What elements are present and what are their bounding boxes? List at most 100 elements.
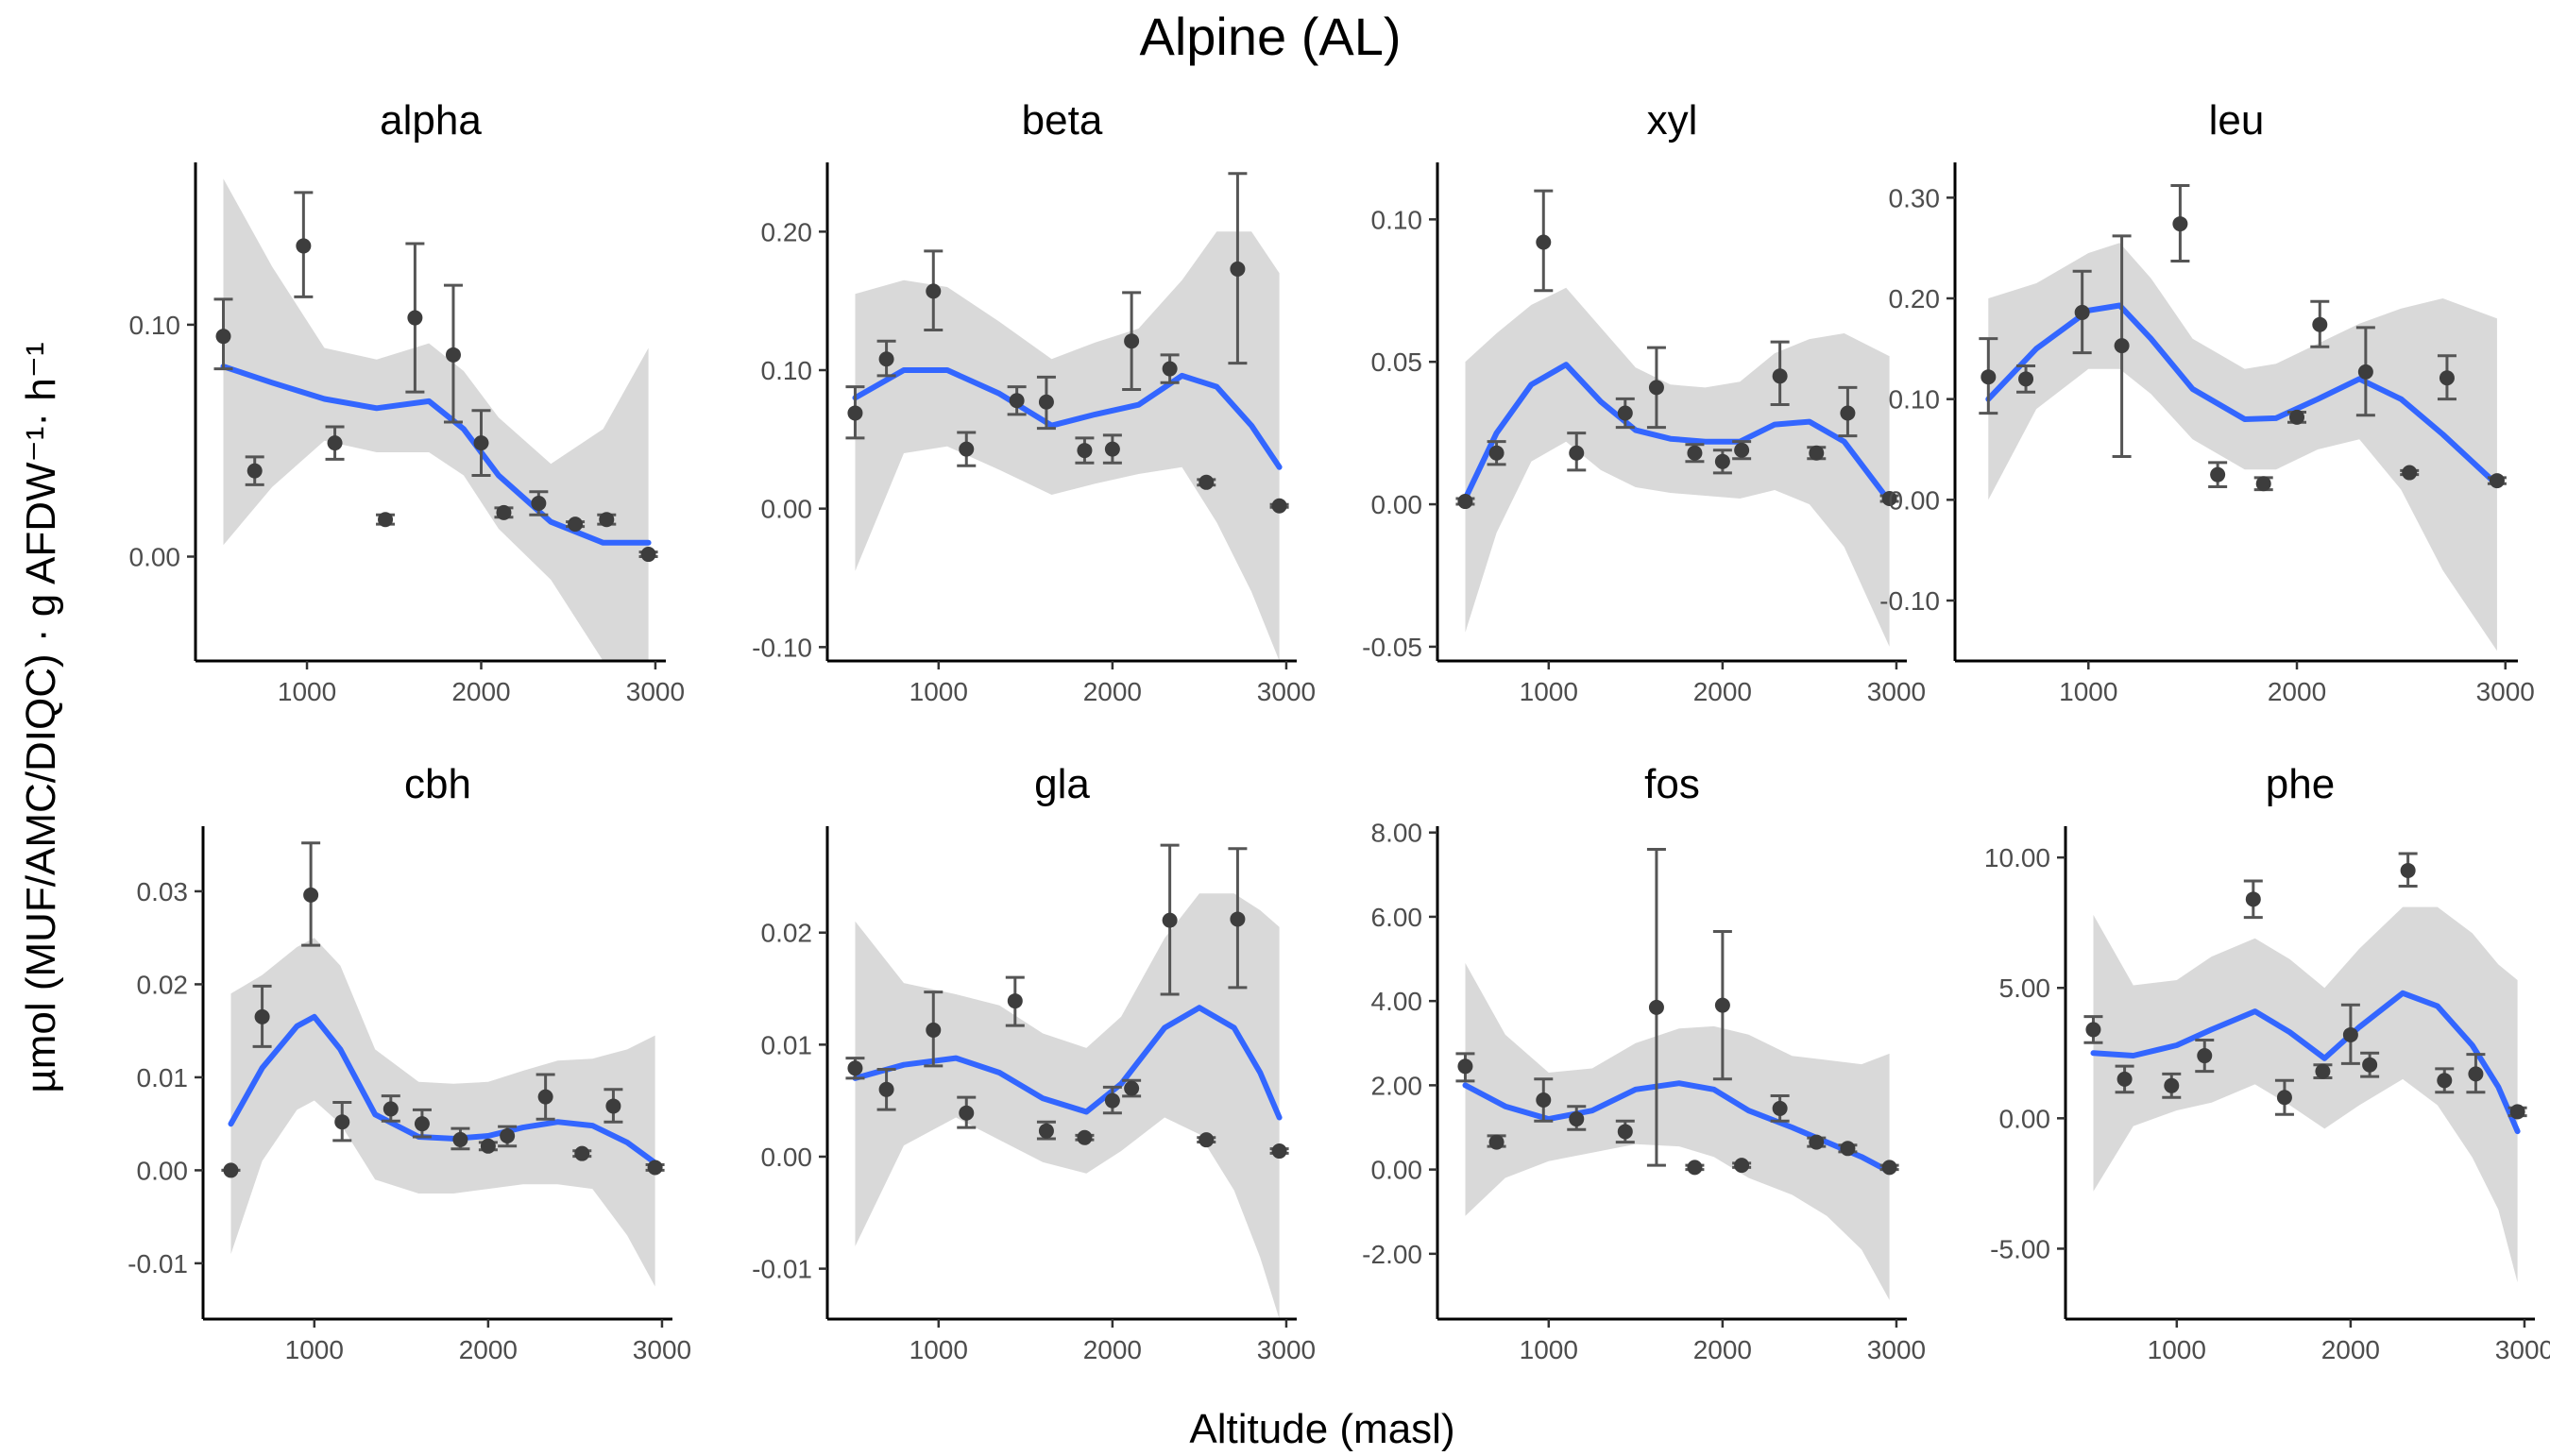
data-point-gla-1 (878, 1081, 894, 1097)
data-point-beta-3 (959, 441, 975, 457)
panel-gla: gla 1000 2000 3000 -0.01 0.00 0.01 0.02 (752, 761, 1316, 1364)
data-point-fos-12 (1881, 1160, 1897, 1176)
panel-title-xyl: xyl (1647, 97, 1698, 144)
y-tick-label-beta-2: 0.10 (761, 356, 813, 385)
data-point-fos-4 (1617, 1124, 1633, 1140)
data-point-alpha-0 (215, 329, 231, 345)
data-point-alpha-5 (407, 310, 423, 326)
data-point-leu-12 (2489, 473, 2505, 489)
data-point-cbh-8 (500, 1127, 516, 1143)
x-tick-label-fos-0: 1000 (1520, 1335, 1578, 1364)
y-tick-label-phe-1: 0.00 (1999, 1104, 2051, 1133)
data-point-gla-7 (1104, 1092, 1120, 1109)
confidence-band-phe (2093, 906, 2518, 1283)
x-tick-label-xyl-1: 2000 (1693, 677, 1752, 706)
y-tick-label-cbh-1: 0.00 (137, 1156, 189, 1185)
figure-title: Alpine (AL) (1139, 7, 1401, 66)
confidence-band-fos (1465, 963, 1890, 1300)
data-point-leu-4 (2172, 216, 2188, 232)
data-point-beta-7 (1104, 441, 1120, 457)
data-point-beta-9 (1162, 361, 1178, 377)
data-point-cbh-7 (480, 1138, 496, 1154)
smooth-line-beta (852, 367, 1283, 470)
data-point-leu-9 (2357, 364, 2373, 380)
data-point-gla-0 (847, 1060, 863, 1076)
panel-fos: fos 1000 2000 3000 -2.00 0.00 2.00 4.00 6.00 8.00 (1362, 761, 1926, 1364)
y-tick-label-leu-4: 0.30 (1889, 183, 1941, 212)
confidence-band-alpha (223, 178, 649, 661)
data-point-cbh-4 (382, 1101, 399, 1117)
smooth-line-cbh (228, 1013, 658, 1166)
y-tick-label-gla-0: -0.01 (752, 1255, 812, 1284)
y-tick-label-xyl-2: 0.05 (1371, 347, 1423, 377)
panel-leu: leu 1000 2000 3000 -0.10 0.00 0.10 0.20 0.30 (1879, 97, 2535, 706)
data-point-gla-6 (1077, 1129, 1093, 1145)
smooth-line-fos (1462, 1080, 1893, 1175)
data-point-leu-5 (2210, 466, 2226, 483)
x-tick-label-phe-1: 2000 (2321, 1335, 2380, 1364)
data-point-gla-8 (1124, 1080, 1140, 1096)
data-point-cbh-3 (334, 1114, 350, 1130)
data-point-fos-3 (1569, 1111, 1585, 1127)
confidence-band-beta (855, 231, 1280, 662)
smooth-line-xyl (1462, 362, 1893, 504)
x-tick-label-beta-1: 2000 (1083, 677, 1142, 706)
y-tick-label-fos-2: 2.00 (1371, 1071, 1423, 1100)
data-point-phe-9 (2400, 862, 2416, 878)
y-tick-label-phe-2: 5.00 (1999, 973, 2051, 1003)
data-point-xyl-11 (1840, 405, 1856, 421)
y-tick-label-phe-3: 10.00 (1984, 843, 2050, 872)
data-point-xyl-3 (1569, 445, 1585, 461)
x-tick-label-phe-2: 3000 (2495, 1335, 2550, 1364)
data-point-xyl-5 (1648, 380, 1664, 396)
data-point-cbh-0 (223, 1162, 239, 1178)
panel-title-cbh: cbh (404, 761, 471, 807)
data-point-cbh-10 (574, 1145, 590, 1161)
panel-title-fos: fos (1644, 761, 1700, 807)
data-point-beta-4 (1009, 393, 1025, 409)
data-point-gla-12 (1271, 1143, 1287, 1160)
data-point-xyl-6 (1687, 445, 1703, 461)
data-point-alpha-12 (640, 547, 656, 563)
panel-phe: phe 1000 2000 3000 -5.00 0.00 5.00 10.00 (1984, 761, 2550, 1364)
y-tick-label-beta-0: -0.10 (752, 633, 812, 662)
data-point-xyl-0 (1457, 494, 1473, 510)
data-point-alpha-1 (246, 463, 263, 479)
data-point-cbh-2 (303, 887, 319, 903)
y-tick-label-xyl-0: -0.05 (1362, 633, 1422, 662)
data-point-alpha-11 (599, 512, 615, 528)
panel-cbh: cbh 1000 2000 3000 -0.01 0.00 0.01 0.02 0.03 (128, 761, 691, 1364)
y-tick-label-gla-3: 0.02 (761, 919, 813, 948)
smooth-line-gla (852, 1005, 1283, 1121)
x-tick-label-beta-0: 1000 (910, 677, 968, 706)
x-tick-label-cbh-1: 2000 (459, 1335, 518, 1364)
y-tick-label-phe-0: -5.00 (1990, 1234, 2050, 1263)
confidence-band-cbh (230, 938, 655, 1287)
x-tick-label-gla-0: 1000 (910, 1335, 968, 1364)
data-point-alpha-10 (568, 516, 584, 533)
y-tick-label-fos-4: 6.00 (1371, 903, 1423, 932)
data-point-cbh-12 (647, 1160, 663, 1176)
data-point-xyl-10 (1809, 445, 1825, 461)
data-point-phe-5 (2276, 1090, 2292, 1106)
y-tick-label-beta-3: 0.20 (761, 217, 813, 246)
y-tick-label-gla-1: 0.00 (761, 1143, 813, 1172)
panel-title-phe: phe (2266, 761, 2335, 807)
x-tick-label-leu-0: 1000 (2059, 677, 2117, 706)
panel-alpha: alpha 1000 2000 3000 0.00 0.10 (129, 97, 686, 706)
x-tick-label-gla-1: 2000 (1083, 1335, 1142, 1364)
y-tick-label-alpha-0: 0.00 (129, 542, 181, 571)
data-point-xyl-2 (1536, 234, 1552, 250)
x-tick-label-alpha-2: 3000 (626, 677, 685, 706)
y-tick-label-cbh-0: -0.01 (128, 1249, 188, 1278)
data-point-beta-0 (847, 405, 863, 421)
data-point-fos-1 (1488, 1134, 1504, 1150)
y-tick-label-gla-2: 0.01 (761, 1030, 813, 1059)
y-tick-label-xyl-3: 0.10 (1371, 205, 1423, 234)
data-point-gla-5 (1038, 1123, 1054, 1139)
y-tick-label-fos-5: 8.00 (1371, 819, 1423, 848)
panel-beta: beta 1000 2000 3000 -0.10 0.00 0.10 0.20 (752, 97, 1316, 706)
data-point-cbh-1 (254, 1008, 270, 1024)
data-point-leu-11 (2439, 370, 2455, 386)
data-point-beta-8 (1124, 333, 1140, 349)
